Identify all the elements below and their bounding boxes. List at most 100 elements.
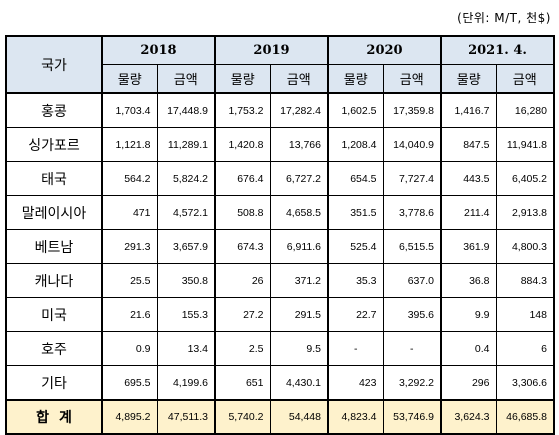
- volume-cell: 26: [214, 263, 271, 298]
- amount-cell: 291.5: [269, 297, 329, 332]
- volume-cell: 4,895.2: [101, 399, 158, 435]
- amount-cell: 17,448.9: [156, 92, 216, 128]
- country-name: 태국: [5, 161, 103, 196]
- table-row: 미국 21.6 155.3 27.2 291.5 22.7 395.6 9.9 148: [5, 297, 555, 332]
- header-amount: 금액: [382, 64, 442, 94]
- amount-cell: 11,289.1: [156, 127, 216, 162]
- amount-cell: 2,913.8: [495, 195, 555, 230]
- header-volume: 물량: [327, 64, 384, 94]
- header-amount: 금액: [269, 64, 329, 94]
- amount-cell: 3,292.2: [382, 365, 442, 401]
- amount-cell: 884.3: [495, 263, 555, 298]
- volume-cell: 1,602.5: [327, 92, 384, 128]
- volume-cell: 361.9: [440, 229, 497, 264]
- amount-cell: 4,572.1: [156, 195, 216, 230]
- unit-note: (단위: M/T, 천$): [457, 11, 551, 25]
- volume-cell: 1,121.8: [101, 127, 158, 162]
- volume-cell: 2.5: [214, 331, 271, 366]
- table-row: 말레이시아 471 4,572.1 508.8 4,658.5 351.5 3,778.6 2…: [5, 195, 555, 230]
- volume-cell: 5,740.2: [214, 399, 271, 435]
- header-volume: 물량: [101, 64, 158, 94]
- volume-cell: 443.5: [440, 161, 497, 196]
- table-row: 태국 564.2 5,824.2 676.4 6,727.2 654.5 7,727.4 44…: [5, 161, 555, 196]
- amount-cell: 17,282.4: [269, 92, 329, 128]
- header-country: 국가: [5, 35, 103, 94]
- amount-cell: 17,359.8: [382, 92, 442, 128]
- volume-cell: 1,420.8: [214, 127, 271, 162]
- country-name: 기타: [5, 365, 103, 401]
- volume-cell: 25.5: [101, 263, 158, 298]
- table-row: 캐나다 25.5 350.8 26 371.2 35.3 637.0 36.8 884.3: [5, 263, 555, 298]
- amount-cell: 53,746.9: [382, 399, 442, 435]
- country-name: 싱가포르: [5, 127, 103, 162]
- volume-cell: 525.4: [327, 229, 384, 264]
- amount-cell: 6: [495, 331, 555, 366]
- volume-cell: 291.3: [101, 229, 158, 264]
- amount-cell: 13,766: [269, 127, 329, 162]
- amount-cell: 4,199.6: [156, 365, 216, 401]
- volume-cell: -: [327, 331, 384, 366]
- volume-cell: 1,416.7: [440, 92, 497, 128]
- header-year-2020: 2020: [327, 35, 442, 65]
- header-amount: 금액: [156, 64, 216, 94]
- amount-cell: 4,430.1: [269, 365, 329, 401]
- amount-cell: 155.3: [156, 297, 216, 332]
- amount-cell: -: [382, 331, 442, 366]
- volume-cell: 1,208.4: [327, 127, 384, 162]
- header-year-2019: 2019: [214, 35, 329, 65]
- country-name: 호주: [5, 331, 103, 366]
- total-label: 합계: [5, 399, 103, 435]
- country-name: 캐나다: [5, 263, 103, 298]
- amount-cell: 47,511.3: [156, 399, 216, 435]
- amount-cell: 3,778.6: [382, 195, 442, 230]
- country-name: 말레이시아: [5, 195, 103, 230]
- amount-cell: 3,657.9: [156, 229, 216, 264]
- amount-cell: 350.8: [156, 263, 216, 298]
- volume-cell: 9.9: [440, 297, 497, 332]
- volume-cell: 695.5: [101, 365, 158, 401]
- amount-cell: 6,911.6: [269, 229, 329, 264]
- amount-cell: 6,405.2: [495, 161, 555, 196]
- amount-cell: 4,800.3: [495, 229, 555, 264]
- country-name: 베트남: [5, 229, 103, 264]
- volume-cell: 35.3: [327, 263, 384, 298]
- volume-cell: 3,624.3: [440, 399, 497, 435]
- amount-cell: 371.2: [269, 263, 329, 298]
- volume-cell: 564.2: [101, 161, 158, 196]
- amount-cell: 11,941.8: [495, 127, 555, 162]
- volume-cell: 423: [327, 365, 384, 401]
- amount-cell: 14,040.9: [382, 127, 442, 162]
- volume-cell: 1,753.2: [214, 92, 271, 128]
- header-year-2021: 2021. 4.: [440, 35, 555, 65]
- volume-cell: 508.8: [214, 195, 271, 230]
- header-volume: 물량: [214, 64, 271, 94]
- volume-cell: 676.4: [214, 161, 271, 196]
- table-row: 베트남 291.3 3,657.9 674.3 6,911.6 525.4 6,515.5 3…: [5, 229, 555, 264]
- amount-cell: 4,658.5: [269, 195, 329, 230]
- amount-cell: 148: [495, 297, 555, 332]
- table-row: 호주 0.9 13.4 2.5 9.5- -0.4 6: [5, 331, 555, 366]
- header-amount: 금액: [495, 64, 555, 94]
- header-year-2018: 2018: [101, 35, 216, 65]
- volume-cell: 0.9: [101, 331, 158, 366]
- volume-cell: 4,823.4: [327, 399, 384, 435]
- header-volume: 물량: [440, 64, 497, 94]
- table-row: 기타 695.5 4,199.6 651 4,430.1 423 3,292.2 296 3,3…: [5, 365, 555, 401]
- amount-cell: 9.5: [269, 331, 329, 366]
- amount-cell: 7,727.4: [382, 161, 442, 196]
- volume-cell: 211.4: [440, 195, 497, 230]
- volume-cell: 22.7: [327, 297, 384, 332]
- amount-cell: 16,280: [495, 92, 555, 128]
- volume-cell: 36.8: [440, 263, 497, 298]
- volume-cell: 27.2: [214, 297, 271, 332]
- amount-cell: 5,824.2: [156, 161, 216, 196]
- volume-cell: 351.5: [327, 195, 384, 230]
- total-row: 합계 4,895.2 47,511.3 5,740.2 54,448 4,823.4 53,…: [5, 399, 555, 435]
- volume-cell: 21.6: [101, 297, 158, 332]
- volume-cell: 654.5: [327, 161, 384, 196]
- volume-cell: 674.3: [214, 229, 271, 264]
- volume-cell: 1,703.4: [101, 92, 158, 128]
- volume-cell: 0.4: [440, 331, 497, 366]
- volume-cell: 847.5: [440, 127, 497, 162]
- amount-cell: 3,306.6: [495, 365, 555, 401]
